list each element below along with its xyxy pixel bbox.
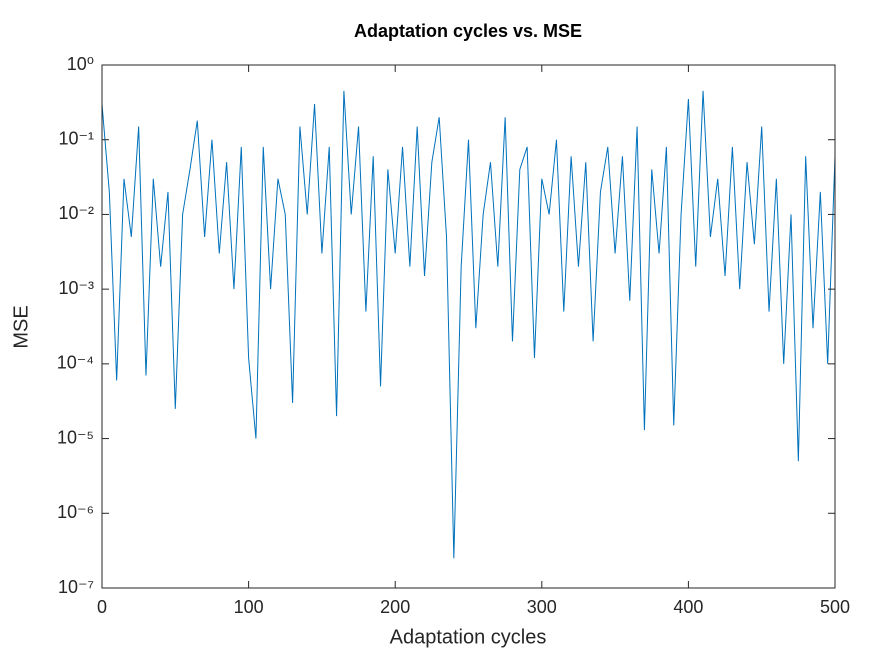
- y-tick-label: 10⁻⁵: [57, 427, 94, 447]
- y-tick-label: 10⁻²: [58, 203, 94, 223]
- x-tick-label: 400: [673, 597, 703, 617]
- y-axis-label: MSE: [10, 305, 32, 348]
- y-tick-label: 10⁰: [67, 54, 94, 74]
- x-tick-label: 500: [820, 597, 850, 617]
- y-tick-label: 10⁻⁶: [57, 502, 94, 522]
- y-tick-label: 10⁻⁷: [58, 577, 94, 597]
- x-tick-label: 100: [234, 597, 264, 617]
- data-line: [101, 90, 836, 559]
- x-tick-label: 300: [527, 597, 557, 617]
- x-tick-label: 200: [380, 597, 410, 617]
- plot-frame: [101, 64, 836, 589]
- y-tick-label: 10⁻³: [58, 278, 94, 298]
- chart-title: Adaptation cycles vs. MSE: [354, 21, 582, 41]
- y-tick-label: 10⁻¹: [58, 128, 94, 148]
- x-tick-label: 0: [97, 597, 107, 617]
- x-axis-label: Adaptation cycles: [390, 626, 547, 648]
- y-tick-label: 10⁻⁴: [57, 353, 94, 373]
